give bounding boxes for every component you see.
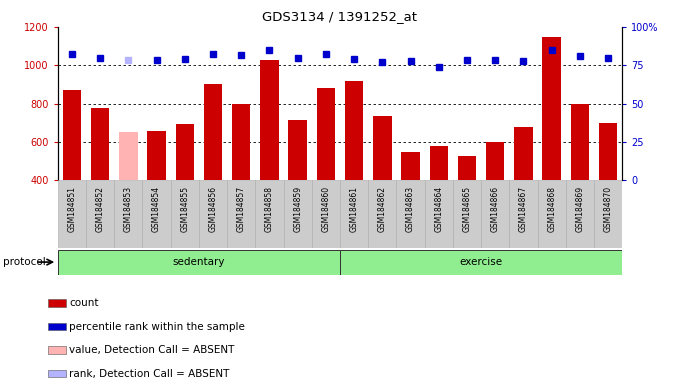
Bar (260, 60, 279, 180)
Bar (58, 180, 86, 248)
Text: GSM184868: GSM184868 (547, 186, 556, 232)
Text: GSM184857: GSM184857 (237, 186, 245, 232)
Text: GSM184855: GSM184855 (180, 186, 189, 232)
Text: protocol: protocol (3, 257, 46, 267)
Text: GSM184864: GSM184864 (435, 186, 443, 232)
Bar (538, 180, 566, 248)
Bar (458, 156, 476, 180)
Bar (571, 104, 589, 180)
Text: value, Detection Call = ABSENT: value, Detection Call = ABSENT (69, 345, 235, 355)
Bar (58, 250, 340, 275)
Bar (199, 180, 227, 248)
Text: GSM184854: GSM184854 (152, 186, 161, 232)
Bar (373, 116, 392, 180)
Text: GSM184865: GSM184865 (462, 186, 471, 232)
Bar (48, 346, 66, 354)
Text: GDS3134 / 1391252_at: GDS3134 / 1391252_at (262, 10, 418, 23)
Bar (453, 180, 481, 248)
Text: GSM184860: GSM184860 (322, 186, 330, 232)
Text: rank, Detection Call = ABSENT: rank, Detection Call = ABSENT (69, 369, 230, 379)
Bar (396, 180, 425, 248)
Text: GSM184853: GSM184853 (124, 186, 133, 232)
Bar (369, 180, 396, 248)
Bar (148, 131, 166, 180)
Bar (594, 180, 622, 248)
Bar (486, 142, 505, 180)
Bar (340, 250, 622, 275)
Bar (543, 38, 561, 180)
Text: GSM184870: GSM184870 (604, 186, 613, 232)
Bar (312, 180, 340, 248)
Bar (114, 180, 143, 248)
Bar (514, 127, 532, 180)
Text: GSM184862: GSM184862 (378, 186, 387, 232)
Bar (340, 180, 369, 248)
Text: GSM184867: GSM184867 (519, 186, 528, 232)
Bar (171, 180, 199, 248)
Bar (425, 180, 453, 248)
Text: GSM184852: GSM184852 (96, 186, 105, 232)
Bar (566, 180, 594, 248)
Text: GSM184863: GSM184863 (406, 186, 415, 232)
Bar (143, 180, 171, 248)
Bar (48, 323, 66, 330)
Bar (119, 132, 137, 180)
Text: GSM184858: GSM184858 (265, 186, 274, 232)
Bar (509, 180, 538, 248)
Text: percentile rank within the sample: percentile rank within the sample (69, 321, 245, 331)
Text: GSM184861: GSM184861 (350, 186, 358, 232)
Bar (227, 180, 256, 248)
Bar (401, 152, 420, 180)
Text: GSM184866: GSM184866 (491, 186, 500, 232)
Bar (232, 104, 250, 180)
Text: GSM184859: GSM184859 (293, 186, 302, 232)
Bar (599, 123, 617, 180)
Bar (284, 180, 312, 248)
Text: GSM184856: GSM184856 (209, 186, 218, 232)
Bar (481, 180, 509, 248)
Bar (204, 84, 222, 180)
Bar (86, 180, 114, 248)
Bar (430, 146, 448, 180)
Bar (288, 120, 307, 180)
Bar (345, 81, 363, 180)
Bar (317, 88, 335, 180)
Bar (91, 109, 109, 180)
Bar (175, 124, 194, 180)
Bar (63, 90, 81, 180)
Text: GSM184851: GSM184851 (67, 186, 76, 232)
Text: count: count (69, 298, 99, 308)
Bar (48, 370, 66, 377)
Bar (256, 180, 284, 248)
Text: exercise: exercise (460, 257, 503, 267)
Bar (48, 299, 66, 307)
Text: GSM184869: GSM184869 (575, 186, 584, 232)
Text: sedentary: sedentary (173, 257, 225, 267)
